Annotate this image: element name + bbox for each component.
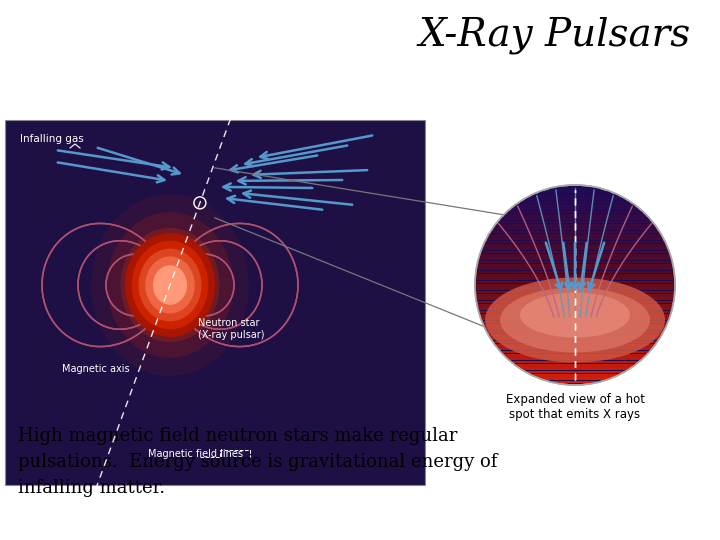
Bar bbox=[492, 227, 657, 230]
Bar bbox=[483, 244, 667, 247]
Ellipse shape bbox=[107, 212, 233, 358]
Bar bbox=[479, 258, 671, 260]
Bar bbox=[477, 301, 674, 303]
Bar bbox=[485, 327, 665, 330]
Bar bbox=[490, 338, 660, 340]
Text: Expanded view of a hot
spot that emits X rays: Expanded view of a hot spot that emits X… bbox=[505, 393, 644, 421]
Bar bbox=[531, 194, 618, 197]
Bar bbox=[503, 214, 647, 217]
Ellipse shape bbox=[485, 278, 665, 362]
Bar bbox=[480, 314, 670, 316]
Ellipse shape bbox=[91, 194, 248, 376]
Ellipse shape bbox=[153, 265, 187, 305]
Bar bbox=[475, 284, 675, 287]
Bar bbox=[483, 324, 667, 327]
Bar bbox=[515, 364, 635, 367]
Ellipse shape bbox=[125, 233, 215, 337]
Bar bbox=[539, 191, 611, 193]
Ellipse shape bbox=[132, 241, 208, 329]
Bar bbox=[477, 304, 673, 307]
Bar bbox=[475, 278, 675, 280]
Bar bbox=[482, 321, 668, 323]
Bar bbox=[520, 201, 630, 204]
Bar bbox=[476, 298, 674, 300]
Bar bbox=[510, 207, 639, 210]
Bar bbox=[503, 354, 647, 356]
Text: Infalling gas: Infalling gas bbox=[20, 134, 84, 144]
Bar bbox=[479, 310, 671, 313]
Bar bbox=[475, 291, 675, 293]
Bar bbox=[480, 254, 670, 256]
Bar bbox=[549, 381, 600, 383]
Bar bbox=[507, 211, 643, 213]
Ellipse shape bbox=[145, 256, 194, 314]
Bar bbox=[490, 231, 660, 233]
Bar bbox=[520, 367, 630, 370]
Ellipse shape bbox=[500, 287, 650, 353]
Bar bbox=[492, 341, 657, 343]
Bar bbox=[549, 187, 600, 190]
Bar bbox=[515, 204, 635, 207]
Ellipse shape bbox=[138, 248, 202, 321]
Bar bbox=[500, 217, 649, 220]
Bar bbox=[476, 271, 674, 273]
Bar bbox=[488, 234, 662, 237]
Bar bbox=[495, 344, 655, 347]
Bar bbox=[500, 350, 649, 353]
Ellipse shape bbox=[520, 293, 630, 338]
Bar bbox=[525, 370, 625, 373]
Text: Magnetic field lines: Magnetic field lines bbox=[148, 449, 243, 459]
Ellipse shape bbox=[132, 241, 208, 329]
Bar bbox=[481, 251, 670, 253]
Bar bbox=[481, 318, 670, 320]
Bar bbox=[475, 281, 675, 284]
Text: X-Ray Pulsars: X-Ray Pulsars bbox=[419, 16, 691, 54]
Bar bbox=[525, 197, 625, 200]
Bar bbox=[498, 221, 652, 224]
Bar bbox=[475, 294, 675, 296]
Text: Neutron star
(X-ray pulsar): Neutron star (X-ray pulsar) bbox=[198, 318, 264, 340]
Bar bbox=[478, 307, 672, 310]
Bar bbox=[477, 267, 674, 270]
Bar bbox=[477, 264, 673, 267]
Bar bbox=[487, 238, 663, 240]
Bar bbox=[531, 374, 618, 377]
Bar bbox=[475, 274, 675, 276]
Bar bbox=[498, 347, 652, 350]
Bar bbox=[487, 330, 663, 333]
Bar bbox=[510, 361, 639, 363]
Bar bbox=[507, 357, 643, 360]
Text: High magnetic field neutron stars make regular
pulsations.  Energy source is gra: High magnetic field neutron stars make r… bbox=[18, 427, 498, 497]
Bar bbox=[539, 377, 611, 380]
Circle shape bbox=[475, 185, 675, 385]
Bar bbox=[485, 241, 665, 244]
Bar bbox=[488, 334, 662, 336]
Bar bbox=[478, 261, 672, 264]
Bar bbox=[482, 247, 668, 250]
Text: Magnetic axis: Magnetic axis bbox=[62, 364, 130, 374]
Bar bbox=[5, 120, 425, 485]
Bar bbox=[475, 287, 675, 290]
Bar bbox=[495, 224, 655, 227]
Ellipse shape bbox=[120, 228, 220, 342]
